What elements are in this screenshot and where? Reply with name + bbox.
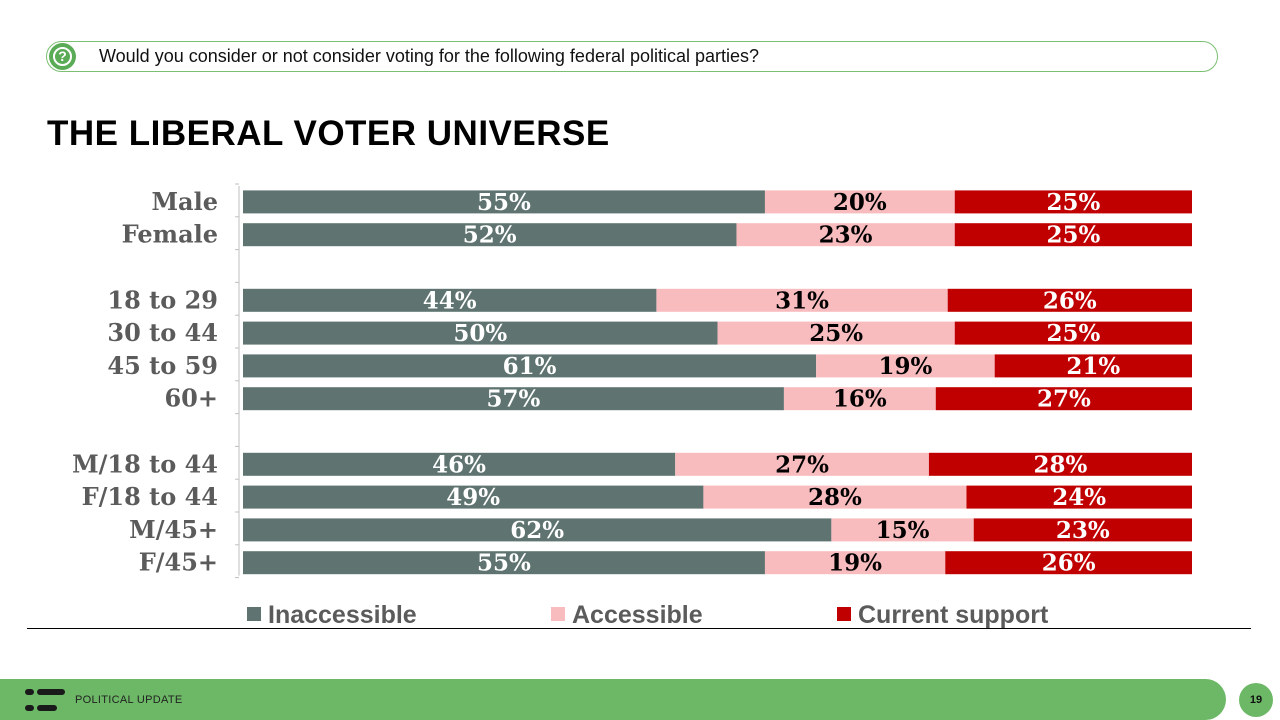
data-label: 25% bbox=[1046, 320, 1100, 347]
category-label: 18 to 29 bbox=[107, 285, 218, 314]
bar-segment bbox=[703, 485, 967, 509]
bar-segment bbox=[243, 223, 737, 247]
data-label: 21% bbox=[1066, 353, 1120, 380]
data-label: 26% bbox=[1042, 550, 1096, 577]
data-label: 20% bbox=[833, 189, 887, 216]
bar-segment bbox=[717, 321, 955, 345]
legend-swatch bbox=[247, 607, 261, 621]
data-label: 57% bbox=[487, 386, 541, 413]
data-label: 50% bbox=[453, 320, 507, 347]
question-text: Would you consider or not consider votin… bbox=[99, 46, 760, 66]
question-icon: ? bbox=[49, 43, 76, 70]
bar-segment bbox=[736, 223, 955, 247]
data-label: 23% bbox=[819, 222, 873, 249]
legend-label: Current support bbox=[858, 601, 1049, 629]
bar-segment bbox=[994, 354, 1192, 378]
data-label: 62% bbox=[510, 517, 564, 544]
data-label: 25% bbox=[809, 320, 863, 347]
data-label: 55% bbox=[477, 189, 531, 216]
category-label: 30 to 44 bbox=[107, 318, 218, 347]
bar-segment bbox=[243, 190, 765, 214]
data-label: 15% bbox=[876, 517, 930, 544]
data-label: 61% bbox=[503, 353, 557, 380]
bar-segment bbox=[935, 387, 1192, 411]
category-label: F/18 to 44 bbox=[82, 482, 218, 511]
data-label: 46% bbox=[432, 451, 486, 478]
category-label: Female bbox=[122, 220, 218, 249]
bar-segment bbox=[954, 190, 1192, 214]
page-number: 19 bbox=[1239, 683, 1273, 717]
data-label: 24% bbox=[1052, 484, 1106, 511]
bar-segment bbox=[243, 485, 704, 509]
bar-segment bbox=[764, 551, 946, 575]
bar-segment bbox=[947, 288, 1192, 312]
category-label: M/18 to 44 bbox=[72, 449, 218, 478]
data-label: 44% bbox=[423, 287, 477, 314]
question-banner: ? Would you consider or not consider vot… bbox=[46, 41, 1218, 72]
category-label: F/45+ bbox=[139, 548, 218, 577]
data-label: 19% bbox=[878, 353, 932, 380]
page-title: THE LIBERAL VOTER UNIVERSE bbox=[47, 114, 610, 153]
data-label: 25% bbox=[1046, 189, 1100, 216]
bar-segment bbox=[675, 452, 929, 476]
data-label: 31% bbox=[775, 287, 829, 314]
data-label: 27% bbox=[1037, 386, 1091, 413]
legend-label: Inaccessible bbox=[268, 601, 417, 629]
bar-segment bbox=[783, 387, 936, 411]
stacked-bar-chart: Male 55% 20% 25% Female 52% 23% 25% 18 to 29 44% 3… bbox=[72, 183, 1192, 629]
bar-segment bbox=[764, 190, 955, 214]
footer-bar bbox=[0, 679, 1226, 720]
bar-segment bbox=[656, 288, 948, 312]
bar-segment bbox=[243, 288, 657, 312]
data-label: 28% bbox=[1034, 451, 1088, 478]
data-label: 52% bbox=[463, 222, 517, 249]
bar-segment bbox=[243, 551, 765, 575]
footer-label: POLITICAL UPDATE bbox=[75, 694, 183, 706]
legend-swatch bbox=[551, 607, 565, 621]
bar-segment bbox=[945, 551, 1192, 575]
data-label: 23% bbox=[1056, 517, 1110, 544]
legend-label: Accessible bbox=[572, 601, 703, 629]
company-logo-icon bbox=[25, 689, 65, 711]
data-label: 19% bbox=[828, 550, 882, 577]
data-label: 28% bbox=[808, 484, 862, 511]
divider-line bbox=[27, 628, 1251, 629]
data-label: 27% bbox=[775, 451, 829, 478]
bar-segment bbox=[928, 452, 1192, 476]
data-label: 16% bbox=[833, 386, 887, 413]
bar-segment bbox=[966, 485, 1192, 509]
bar-segment bbox=[243, 452, 676, 476]
legend-swatch bbox=[837, 607, 851, 621]
bar-segment bbox=[954, 321, 1192, 345]
data-label: 55% bbox=[477, 550, 531, 577]
bar-segment bbox=[816, 354, 995, 378]
bar-segment bbox=[954, 223, 1192, 247]
bar-segment bbox=[243, 387, 784, 411]
data-label: 49% bbox=[446, 484, 500, 511]
data-label: 25% bbox=[1046, 222, 1100, 249]
bar-segment bbox=[831, 518, 974, 542]
category-label: Male bbox=[151, 187, 218, 216]
category-label: 60+ bbox=[164, 384, 218, 413]
data-label: 26% bbox=[1043, 287, 1097, 314]
category-label: 45 to 59 bbox=[107, 351, 218, 380]
bar-segment bbox=[243, 321, 718, 345]
bar-segment bbox=[243, 518, 832, 542]
category-label: M/45+ bbox=[129, 515, 218, 544]
bar-segment bbox=[243, 354, 817, 378]
bar-segment bbox=[973, 518, 1192, 542]
